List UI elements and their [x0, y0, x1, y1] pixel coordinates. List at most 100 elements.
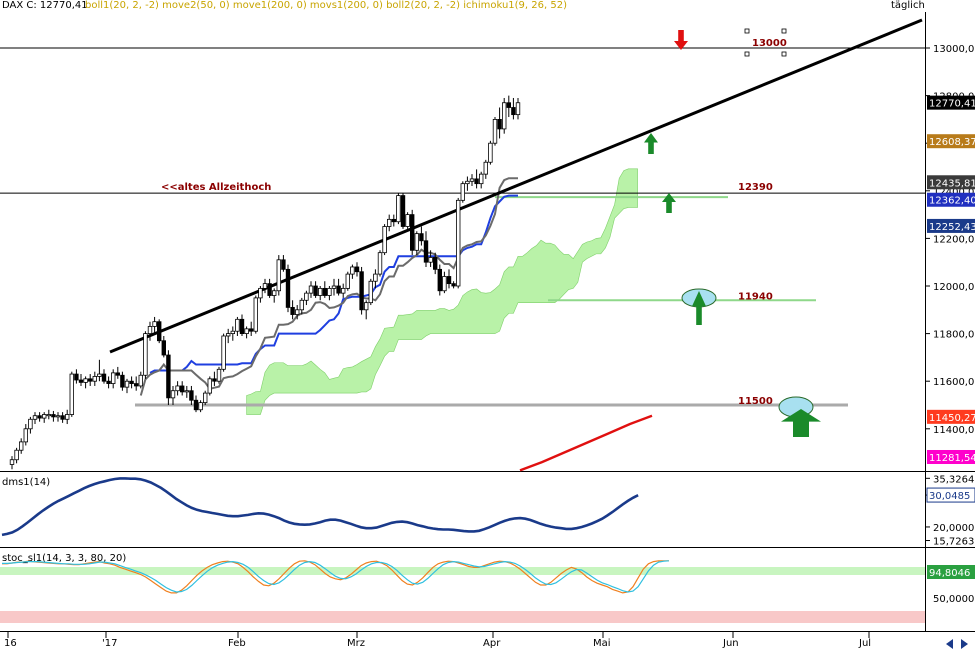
time-tick-label: Jul [858, 638, 871, 649]
candle-body [488, 142, 493, 163]
time-tick-label: Apr [483, 638, 501, 649]
candle-body [37, 415, 42, 419]
candle-body [189, 390, 194, 401]
candle-body [65, 414, 70, 420]
level-11940-label: 11940 [738, 291, 773, 302]
candle-body [281, 259, 286, 270]
candle-body [373, 273, 378, 282]
resistance-trendline [109, 18, 923, 354]
price-tick-label: 13000,00 [933, 44, 975, 55]
selection-handle [781, 51, 787, 57]
candle-body [478, 173, 484, 185]
candle-body [382, 226, 387, 254]
candle-body [46, 414, 51, 417]
candle-body [202, 392, 208, 404]
candle-body [405, 214, 410, 227]
candle-body [451, 283, 456, 287]
candle-body [184, 390, 189, 393]
candle-body [340, 287, 346, 294]
selection-handle [781, 28, 787, 34]
up-arrow-11940 [692, 291, 706, 325]
candle-body [78, 379, 84, 383]
candle-body [129, 380, 134, 384]
candle-body [354, 266, 360, 273]
ichimoku-cloud [246, 168, 638, 415]
candle-body [460, 183, 465, 201]
overbought-zone [0, 567, 925, 575]
time-tick-label: Jun [722, 638, 739, 649]
price-badges: 12770,41 12608,37 12435,81 12362,40 12252,43… [927, 95, 975, 464]
up-arrow-12390 [662, 193, 676, 213]
candle-body [497, 119, 502, 130]
price-badge-kijun [927, 218, 975, 233]
candle-body [55, 415, 61, 418]
candle-body [350, 266, 355, 275]
candle-body [239, 318, 245, 335]
candle-body [14, 449, 19, 461]
candlesticks [9, 95, 521, 470]
horizontal-levels [0, 47, 925, 407]
candle-body [248, 328, 254, 332]
level-11500-label: 11500 [738, 396, 773, 407]
candle-body [437, 268, 442, 292]
price-badge-red [927, 409, 975, 424]
candle-body [124, 380, 130, 388]
price-badge-value: 12770,41 [929, 99, 975, 110]
candle-body [271, 290, 277, 296]
candle-body [299, 299, 304, 311]
dms-badge-value: 30,0485 [929, 491, 970, 502]
dms-tick-label: 20,0000 [933, 523, 974, 534]
candle-body [18, 441, 24, 451]
candle-body [175, 385, 180, 392]
candle-body [161, 340, 166, 356]
candle-body [336, 285, 341, 294]
candle-body [428, 257, 433, 263]
candle-body [230, 330, 235, 335]
candle-body [386, 218, 392, 227]
candle-body [432, 257, 438, 270]
dms-title: dms1(14) [2, 477, 50, 488]
candle-body [368, 280, 373, 304]
candle-body [308, 285, 314, 294]
trendline[interactable] [109, 18, 923, 354]
candle-body [253, 297, 258, 332]
level-12390-label: 12390 [738, 182, 773, 193]
price-tick-label: 12000,00 [933, 282, 975, 293]
candle-body [442, 276, 447, 292]
price-tick-label: 12200,00 [933, 234, 975, 245]
candle-body [244, 328, 249, 334]
candle-body [170, 390, 176, 399]
candle-body [111, 372, 116, 384]
candle-body [455, 199, 461, 287]
down-arrow-13000 [674, 30, 688, 50]
time-tick-label: 16 [4, 638, 17, 649]
candle-body [483, 161, 488, 175]
candle-body [474, 178, 479, 185]
time-tick-label: Mrz [347, 638, 365, 649]
candle-body [267, 283, 272, 296]
price-badge-tenkan [927, 192, 975, 207]
candle-body [106, 380, 111, 384]
candle-body [32, 415, 38, 420]
price-tick-label: 11600,00 [933, 377, 975, 388]
candle-body [285, 268, 291, 308]
candle-body [391, 218, 396, 223]
candle-body [143, 333, 148, 376]
stoch-line-k [2, 560, 669, 594]
candle-body [69, 373, 74, 415]
candle-body [506, 102, 511, 108]
candle-body [207, 378, 212, 394]
price-badge-magenta [927, 449, 975, 464]
up-arrow-last [644, 133, 658, 154]
candle-body [377, 252, 383, 275]
candle-body [322, 287, 327, 296]
stoch-tick-label: 50,0000 [933, 594, 974, 605]
price-badge-grey [927, 175, 975, 190]
nav-arrows[interactable] [946, 639, 968, 649]
time-tick-label: Feb [228, 638, 246, 649]
timeframe-label[interactable]: täglich [891, 0, 925, 11]
stoch-badge [927, 565, 975, 579]
oversold-zone [0, 611, 925, 623]
header-symbol: DAX C: 12770,41 [2, 0, 88, 11]
